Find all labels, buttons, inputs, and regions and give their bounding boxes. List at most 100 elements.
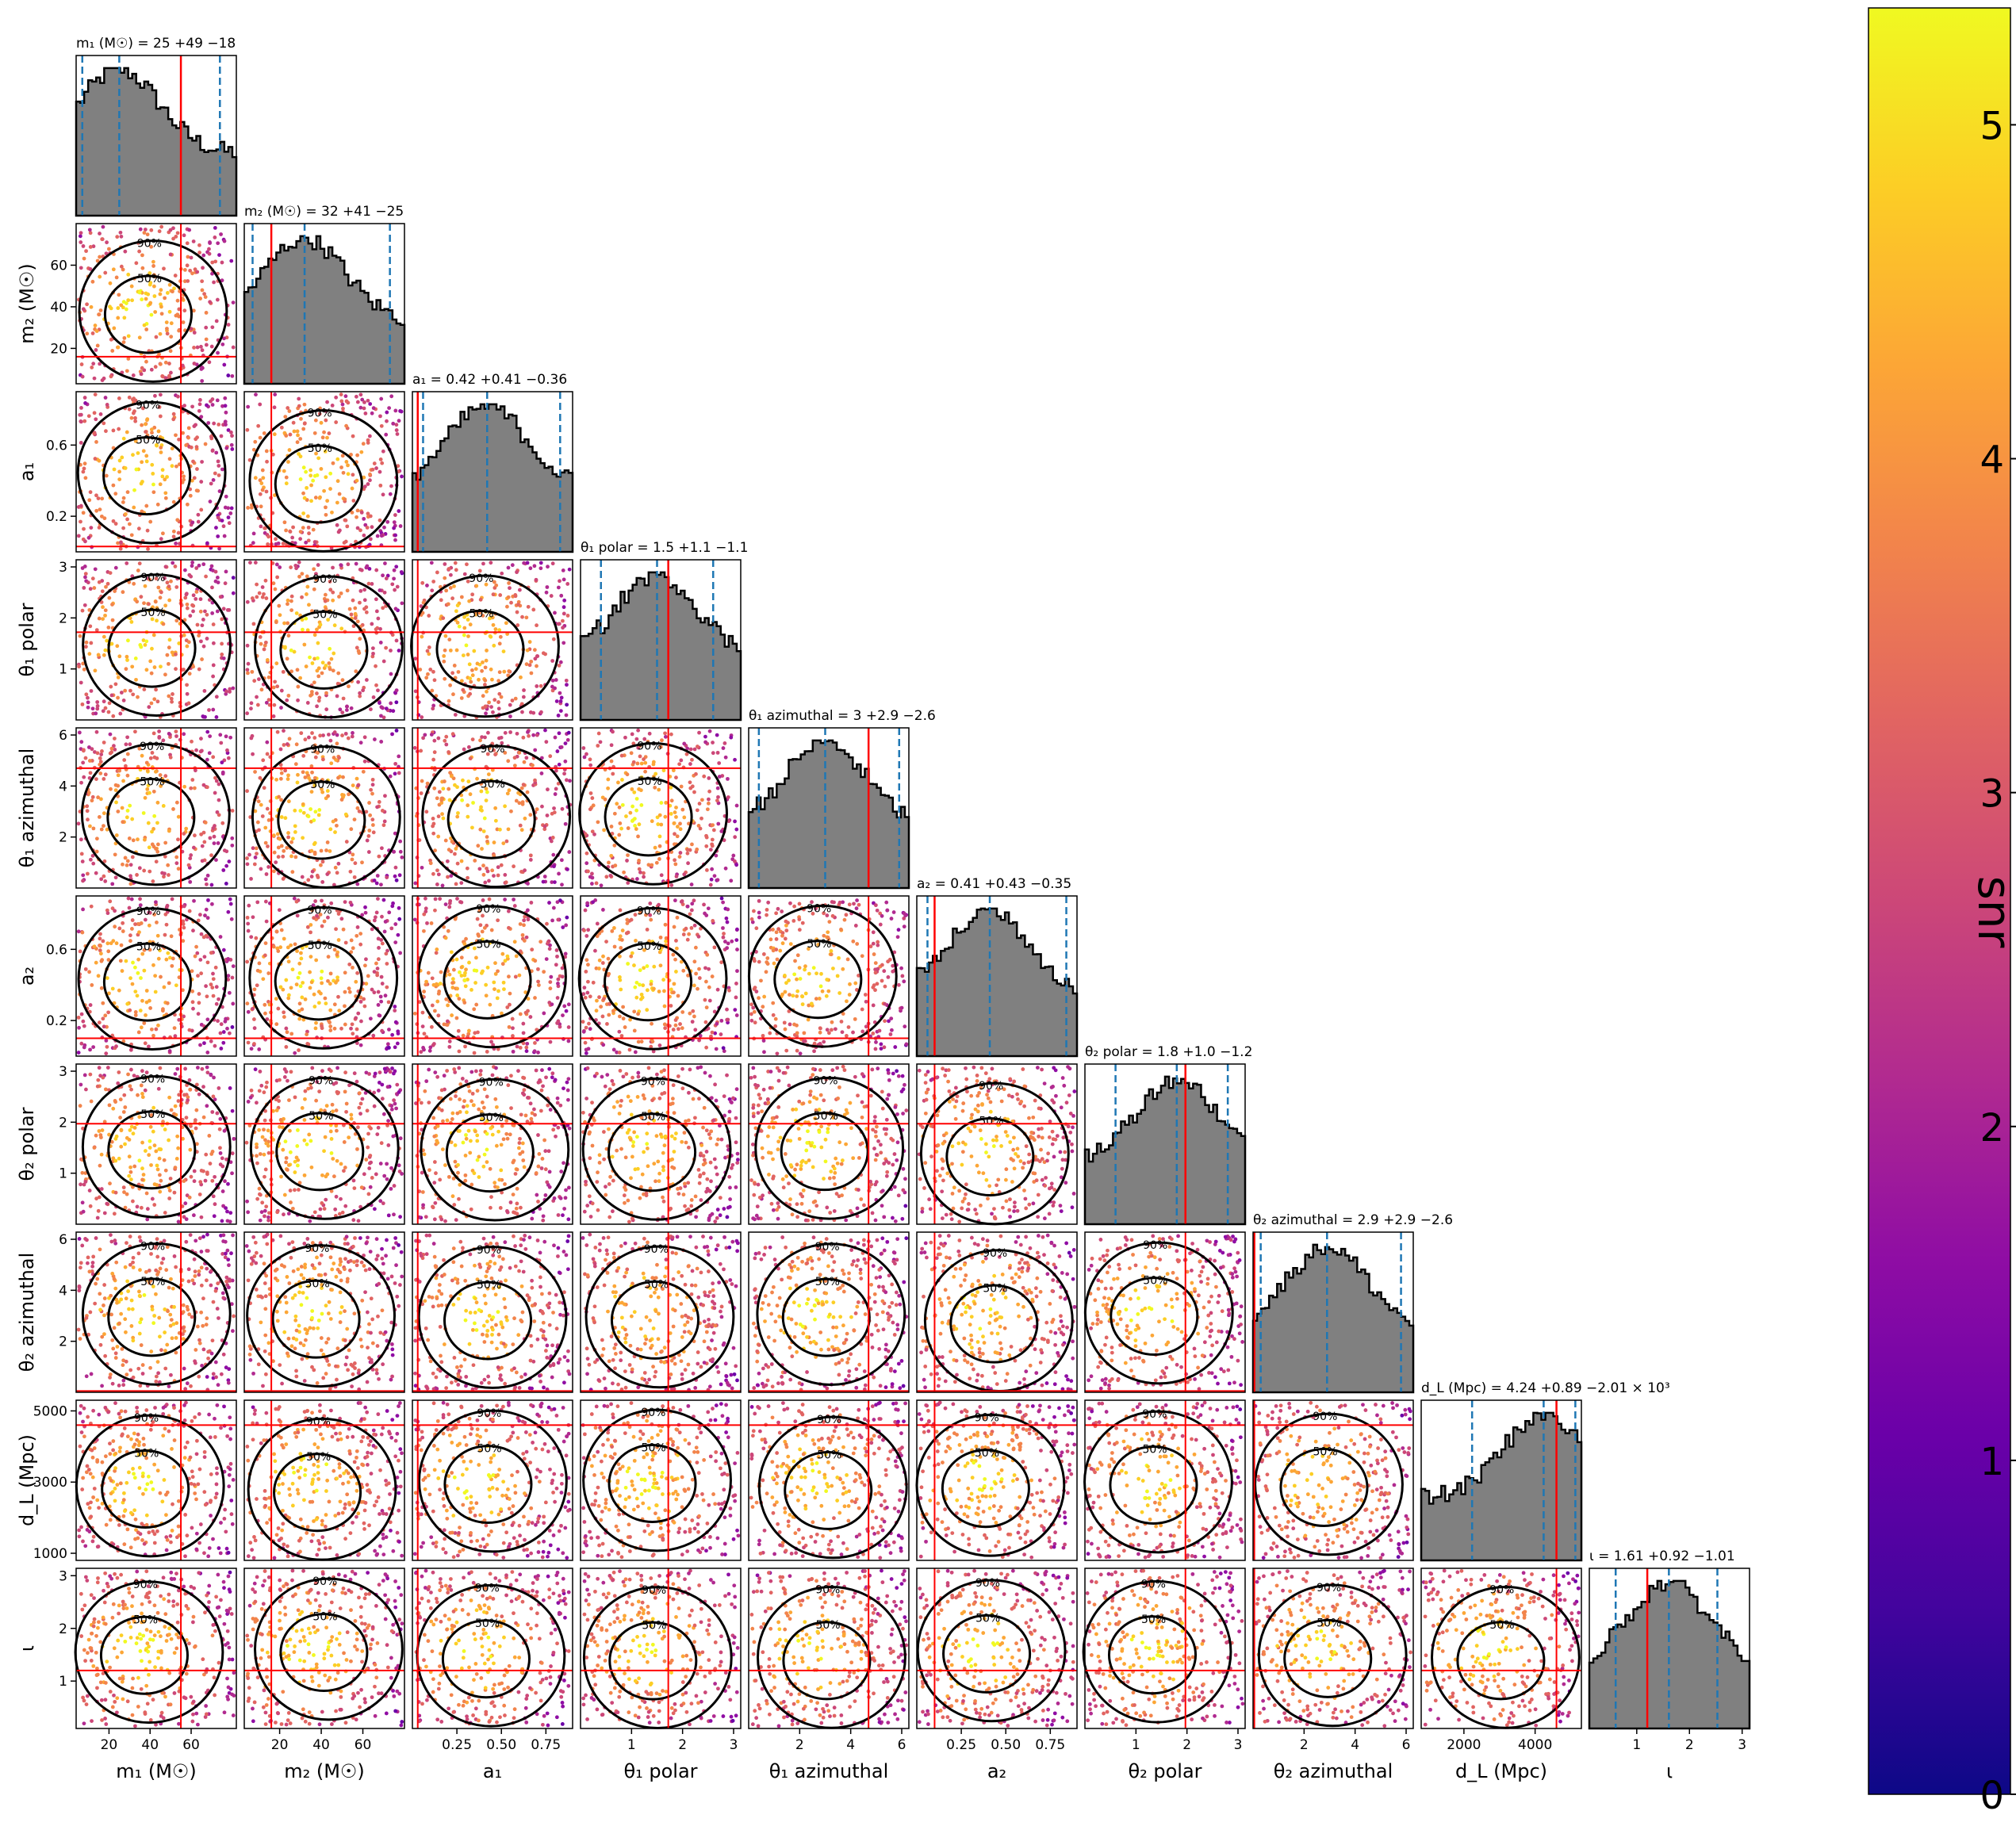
- scatter-point: [177, 328, 181, 333]
- scatter-point: [519, 786, 524, 791]
- scatter-point: [320, 435, 325, 440]
- scatter-point: [300, 618, 305, 622]
- scatter-point: [251, 1006, 255, 1011]
- contour-label-90: 90%: [308, 905, 332, 917]
- scatter-point: [105, 827, 109, 832]
- scatter-point: [147, 845, 151, 850]
- scatter-point: [704, 844, 709, 848]
- scatter-point: [276, 949, 281, 953]
- scatter-point: [331, 461, 335, 465]
- scatter-point: [93, 457, 98, 461]
- scatter-point: [216, 459, 220, 464]
- scatter-point: [618, 975, 622, 979]
- scatter-point: [690, 757, 694, 762]
- scatter-point: [506, 759, 511, 764]
- scatter-point: [281, 854, 286, 859]
- scatter-point: [345, 524, 350, 529]
- scatter-point: [637, 822, 642, 827]
- scatter-point: [702, 902, 706, 907]
- scatter-point: [795, 977, 799, 982]
- scatter-point: [91, 244, 96, 249]
- scatter-point: [798, 1051, 803, 1056]
- scatter-point: [351, 1032, 355, 1036]
- scatter-point: [542, 875, 547, 879]
- scatter-point: [337, 492, 342, 496]
- scatter-point: [188, 614, 193, 618]
- scatter-point: [581, 746, 586, 750]
- scatter-point: [692, 983, 696, 988]
- scatter-point: [366, 581, 371, 586]
- scatter-point: [122, 316, 127, 320]
- scatter-point: [788, 1022, 792, 1027]
- scatter-point: [356, 783, 360, 788]
- scatter-point: [309, 930, 312, 935]
- scatter-point: [196, 1012, 201, 1016]
- scatter-point: [92, 431, 97, 436]
- scatter-point: [531, 763, 535, 768]
- scatter-point: [355, 508, 360, 513]
- scatter-point: [130, 982, 135, 986]
- scatter-point: [297, 970, 302, 975]
- scatter-point: [86, 705, 90, 710]
- scatter-point: [209, 1039, 213, 1043]
- scatter-point: [525, 1041, 530, 1046]
- scatter-point: [220, 278, 224, 283]
- scatter-point: [447, 750, 451, 754]
- scatter-point: [306, 525, 311, 530]
- scatter-point: [214, 695, 219, 699]
- scatter-point: [757, 915, 761, 920]
- scatter-point: [266, 698, 271, 702]
- scatter-point: [138, 1009, 143, 1013]
- scatter-point: [316, 641, 320, 645]
- scatter-point: [214, 779, 219, 783]
- scatter-point: [563, 741, 568, 746]
- scatter-point: [715, 878, 720, 882]
- scatter-point: [880, 978, 884, 983]
- scatter-point: [159, 362, 163, 366]
- scatter-point: [450, 977, 455, 982]
- y-tick-label: 1: [59, 662, 67, 678]
- scatter-point: [393, 922, 398, 926]
- scatter-point: [81, 873, 86, 878]
- scatter-point: [163, 672, 167, 677]
- scatter-point: [174, 861, 179, 866]
- scatter-point: [567, 850, 572, 854]
- scatter-point: [621, 1005, 625, 1009]
- scatter-point: [318, 622, 323, 627]
- scatter-point: [565, 683, 569, 687]
- scatter-point: [379, 740, 384, 744]
- scatter-point: [326, 618, 331, 622]
- scatter-point: [148, 1006, 153, 1010]
- scatter-point: [192, 331, 197, 335]
- scatter-point: [209, 399, 213, 404]
- scatter-point: [514, 798, 519, 803]
- scatter-point: [214, 526, 218, 530]
- scatter-point: [639, 803, 644, 807]
- scatter-point: [346, 562, 351, 567]
- scatter-point: [155, 502, 160, 507]
- scatter-point: [699, 816, 703, 821]
- scatter-point: [180, 363, 185, 368]
- scatter-point: [618, 934, 623, 939]
- scatter-point: [132, 581, 136, 586]
- scatter-point: [151, 490, 156, 495]
- scatter-point: [733, 835, 738, 840]
- scatter-point: [198, 609, 203, 614]
- scatter-point: [204, 311, 209, 315]
- scatter-point: [588, 763, 593, 768]
- scatter-point: [88, 245, 93, 249]
- panel-frame: [75, 391, 237, 553]
- scatter-point: [174, 464, 178, 469]
- scatter-point: [140, 423, 144, 427]
- scatter-point: [443, 576, 447, 580]
- contour-label-50: 50%: [637, 940, 661, 953]
- scatter-point: [627, 1047, 632, 1052]
- scatter-point: [90, 576, 95, 581]
- scatter-point: [652, 964, 657, 969]
- scatter-point: [306, 735, 311, 740]
- scatter-point: [207, 751, 212, 756]
- panel-a2-vs-m1: 90%50%0.20.6a₂: [16, 895, 237, 1057]
- scatter-point: [891, 910, 896, 914]
- scatter-point: [335, 479, 340, 484]
- scatter-point: [431, 821, 436, 826]
